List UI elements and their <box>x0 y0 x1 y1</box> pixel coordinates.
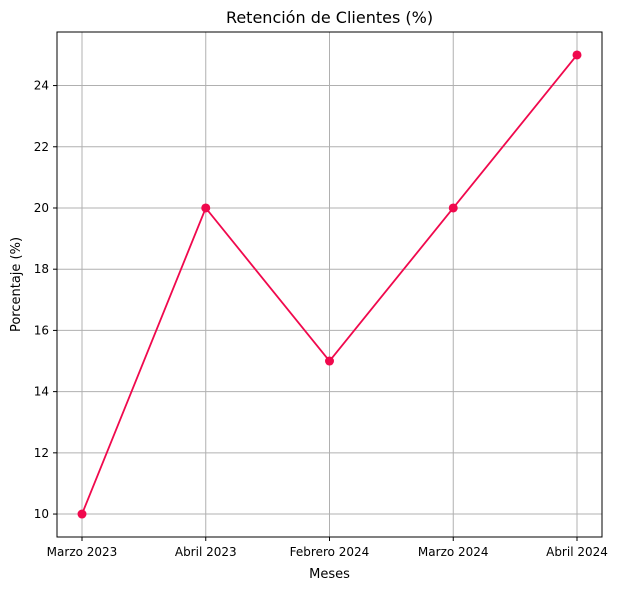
x-tick-label: Marzo 2023 <box>47 545 118 559</box>
x-tick-label: Abril 2024 <box>546 545 608 559</box>
data-point <box>325 356 334 366</box>
y-tick-label: 24 <box>34 79 49 93</box>
series-layer <box>77 50 582 519</box>
data-point <box>572 50 582 60</box>
x-axis-label: Meses <box>309 567 350 582</box>
x-tick-label: Marzo 2024 <box>418 545 489 559</box>
x-tick-label: Febrero 2024 <box>290 545 370 559</box>
y-tick-label: 10 <box>34 507 49 521</box>
data-point <box>448 203 458 213</box>
y-tick-label: 20 <box>34 201 49 215</box>
y-tick-label: 14 <box>34 385 49 399</box>
chart-title: Retención de Clientes (%) <box>226 8 433 27</box>
x-tick-label: Abril 2023 <box>175 545 237 559</box>
y-tick-label: 22 <box>34 140 49 154</box>
data-point <box>77 509 87 519</box>
y-axis-label: Porcentaje (%) <box>9 237 24 332</box>
data-point <box>201 203 211 213</box>
grid <box>57 32 602 537</box>
y-axis-ticks: 10 12 14 16 18 20 22 24 <box>34 79 57 521</box>
y-tick-label: 18 <box>34 262 49 276</box>
y-tick-label: 12 <box>34 446 49 460</box>
y-tick-label: 16 <box>34 323 49 337</box>
x-axis-ticks: Marzo 2023 Abril 2023 Febrero 2024 Marzo 20… <box>47 537 608 559</box>
